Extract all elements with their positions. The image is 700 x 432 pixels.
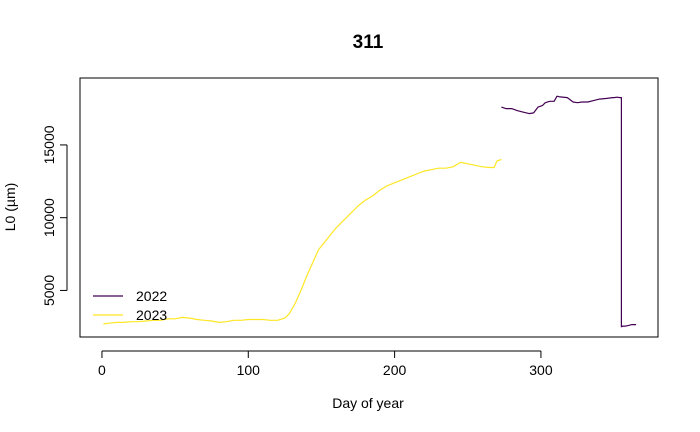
series-line-2022 <box>501 95 637 328</box>
x-axis-label: Day of year <box>332 395 404 411</box>
x-tick-label: 100 <box>237 362 261 378</box>
chart-title: 311 <box>353 32 384 53</box>
x-axis: 0 100 200 300 <box>98 350 553 378</box>
y-axis: 5000 10000 15000 <box>41 125 68 306</box>
series-line-2023 <box>103 158 502 325</box>
plot-frame <box>79 77 659 338</box>
x-tick-label: 200 <box>383 362 407 378</box>
x-tick-label: 300 <box>529 362 553 378</box>
series-layer <box>103 95 637 328</box>
legend-label-2022: 2022 <box>136 288 167 304</box>
y-tick-label: 10000 <box>41 198 57 237</box>
x-tick-label: 0 <box>98 362 106 378</box>
legend-label-2023: 2023 <box>136 307 167 323</box>
y-tick-label: 15000 <box>41 125 57 164</box>
y-axis-label: L0 (µm) <box>2 183 18 232</box>
y-tick-label: 5000 <box>41 275 57 306</box>
legend: 2022 2023 <box>93 288 167 323</box>
